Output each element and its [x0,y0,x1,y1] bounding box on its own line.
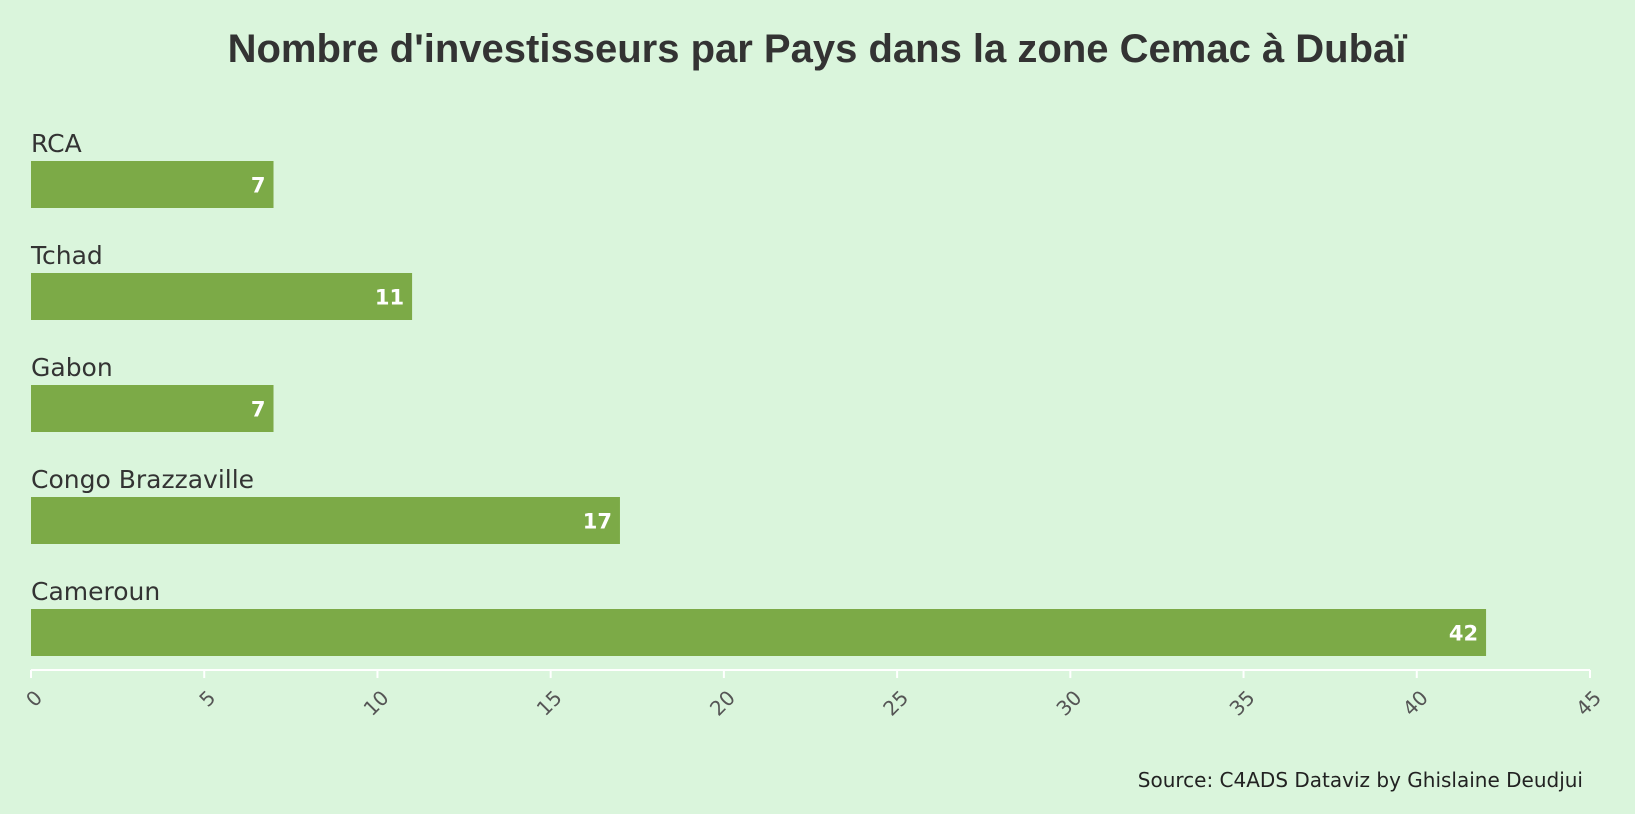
source-note: Source: C4ADS Dataviz by Ghislaine Deudj… [1138,768,1583,792]
category-label: Tchad [30,241,103,270]
x-tick-label: 30 [1051,686,1086,721]
chart-title: Nombre d'investisseurs par Pays dans la … [228,27,1408,71]
bar-value-label: 17 [583,510,612,534]
bar [31,385,274,432]
category-label: RCA [31,129,82,158]
x-tick-label: 45 [1571,686,1606,721]
bar [31,609,1487,656]
x-tick-label: 10 [359,686,394,721]
category-label: Gabon [31,353,113,382]
category-label: Congo Brazzaville [31,465,254,494]
x-tick-label: 5 [194,686,220,712]
category-label: Cameroun [31,577,160,606]
x-tick-label: 25 [878,686,913,721]
x-tick-label: 20 [705,686,740,721]
bar-value-label: 11 [375,286,404,310]
bar [31,497,620,544]
bars-layer: RCA 7 Tchad 11 Gabon 7 Congo Brazzaville 17 Came… [30,129,1487,656]
bar [31,273,413,320]
bar-value-label: 7 [251,398,266,422]
x-tick-label: 40 [1398,686,1433,721]
x-tick-label: 15 [532,686,567,721]
bar-value-label: 42 [1449,622,1478,646]
x-tick-label: 35 [1225,686,1260,721]
bar-value-label: 7 [251,174,266,198]
x-axis: 0 5 10 15 20 25 30 35 40 45 [21,669,1606,721]
x-tick-label: 0 [21,686,47,712]
bar [31,161,274,208]
